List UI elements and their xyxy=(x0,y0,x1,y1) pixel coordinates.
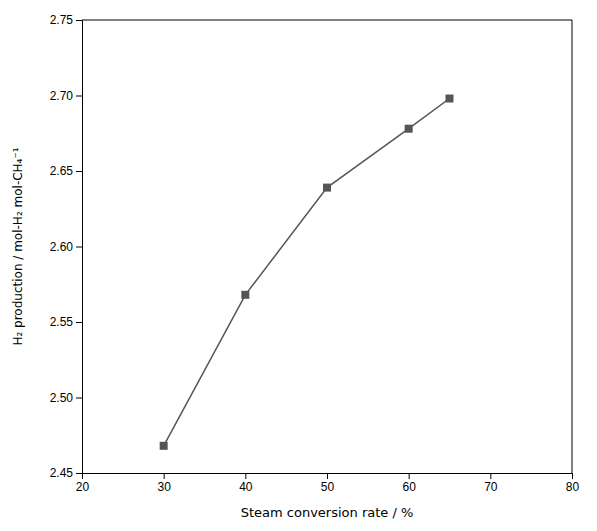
tick: 2.60 xyxy=(50,240,82,254)
tick: 50 xyxy=(321,473,335,494)
tick-mark xyxy=(327,473,328,479)
tick-mark xyxy=(76,247,82,248)
point xyxy=(160,442,168,450)
tick-label: 2.75 xyxy=(50,13,74,27)
point xyxy=(241,291,249,299)
tick-label: 2.50 xyxy=(50,391,74,405)
frame xyxy=(572,20,573,473)
plot: 203040506070802.452.502.552.602.652.702.… xyxy=(11,13,579,520)
line xyxy=(164,99,450,446)
tick-mark xyxy=(409,473,410,479)
tick: 60 xyxy=(402,473,416,494)
tick: 2.70 xyxy=(50,89,82,103)
tick-mark xyxy=(245,473,246,479)
tick-label: 70 xyxy=(484,480,498,494)
tick: 2.65 xyxy=(50,164,82,178)
tick-label: 2.55 xyxy=(50,315,74,329)
tick: 30 xyxy=(157,473,171,494)
tick: 2.45 xyxy=(50,466,82,480)
tick-mark xyxy=(572,473,573,479)
frame xyxy=(82,20,572,21)
tick: 80 xyxy=(566,473,580,494)
tick-mark xyxy=(76,398,82,399)
tick: 70 xyxy=(484,473,498,494)
tick-label: 50 xyxy=(321,480,335,494)
point xyxy=(405,125,413,133)
series xyxy=(160,95,454,450)
point xyxy=(323,184,331,192)
tick-label: 40 xyxy=(239,480,253,494)
tick-label: 2.70 xyxy=(50,89,74,103)
tick-label: 80 xyxy=(566,480,580,494)
tick: 2.75 xyxy=(50,13,82,27)
y-axis-title: H₂ production / mol-H₂ mol-CH₄⁻¹ xyxy=(11,147,25,345)
x-axis-title: Steam conversion rate / % xyxy=(241,505,414,520)
chart: 203040506070802.452.502.552.602.652.702.… xyxy=(0,0,597,531)
y-axis: 2.45 2.50 2.55 2.60 2.65 2.70 2.75 xyxy=(50,13,83,480)
tick-label: 2.45 xyxy=(50,466,74,480)
tick-label: 60 xyxy=(402,480,416,494)
tick-mark xyxy=(164,473,165,479)
tick-mark xyxy=(76,171,82,172)
tick-label: 20 xyxy=(76,480,90,494)
tick-label: 2.65 xyxy=(50,164,74,178)
tick: 2.55 xyxy=(50,315,82,329)
tick: 20 xyxy=(76,473,90,494)
axis-line xyxy=(83,474,573,480)
tick-mark xyxy=(76,96,82,97)
tick-label: 30 xyxy=(157,480,171,494)
tick-label: 2.60 xyxy=(50,240,74,254)
x-axis: 20 30 40 50 60 70 80 xyxy=(76,473,580,494)
tick: 40 xyxy=(239,473,253,494)
point xyxy=(446,95,454,103)
tick-mark xyxy=(76,322,82,323)
tick-mark xyxy=(76,20,82,21)
tick: 2.50 xyxy=(50,391,82,405)
tick-mark xyxy=(490,473,491,479)
tick-mark xyxy=(76,473,82,474)
axis-line xyxy=(76,21,83,474)
